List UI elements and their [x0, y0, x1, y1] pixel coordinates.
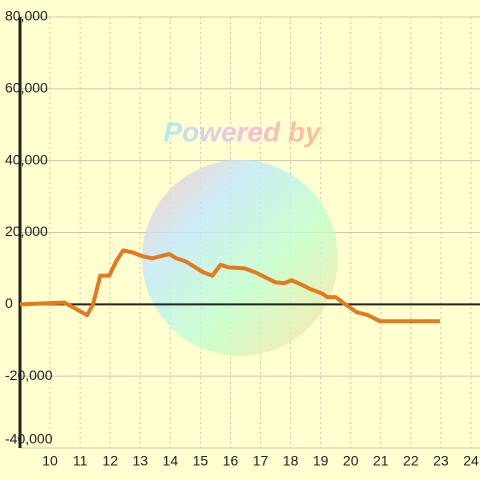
x-tick-label: 13 [132, 453, 148, 469]
x-tick-label: 12 [102, 453, 118, 469]
x-tick-label: 15 [193, 453, 209, 469]
y-tick-label: -20,000 [5, 367, 53, 383]
y-tick-label: -40,000 [5, 431, 53, 447]
x-tick-label: 19 [313, 453, 329, 469]
data-line [19, 248, 441, 324]
x-tick-label: 18 [283, 453, 299, 469]
x-tick-label: 24 [463, 453, 479, 469]
x-tick-label: 23 [433, 453, 449, 469]
y-tick-label: 0 [5, 295, 13, 311]
y-tick-label: 20,000 [5, 223, 48, 239]
x-tick-label: 14 [163, 453, 179, 469]
y-tick-label: 40,000 [5, 151, 48, 167]
x-tick-label: 17 [253, 453, 269, 469]
x-tick-label: 21 [373, 453, 389, 469]
x-tick-label: 10 [42, 453, 58, 469]
x-tick-label: 16 [223, 453, 239, 469]
y-tick-label: 80,000 [5, 8, 48, 24]
y-tick-label: 60,000 [5, 80, 48, 96]
x-tick-label: 20 [343, 453, 359, 469]
x-tick-label: 11 [73, 453, 88, 469]
x-tick-label: 22 [403, 453, 419, 469]
watermark-text: Powered by [163, 116, 322, 147]
watermark-logo [142, 160, 338, 356]
